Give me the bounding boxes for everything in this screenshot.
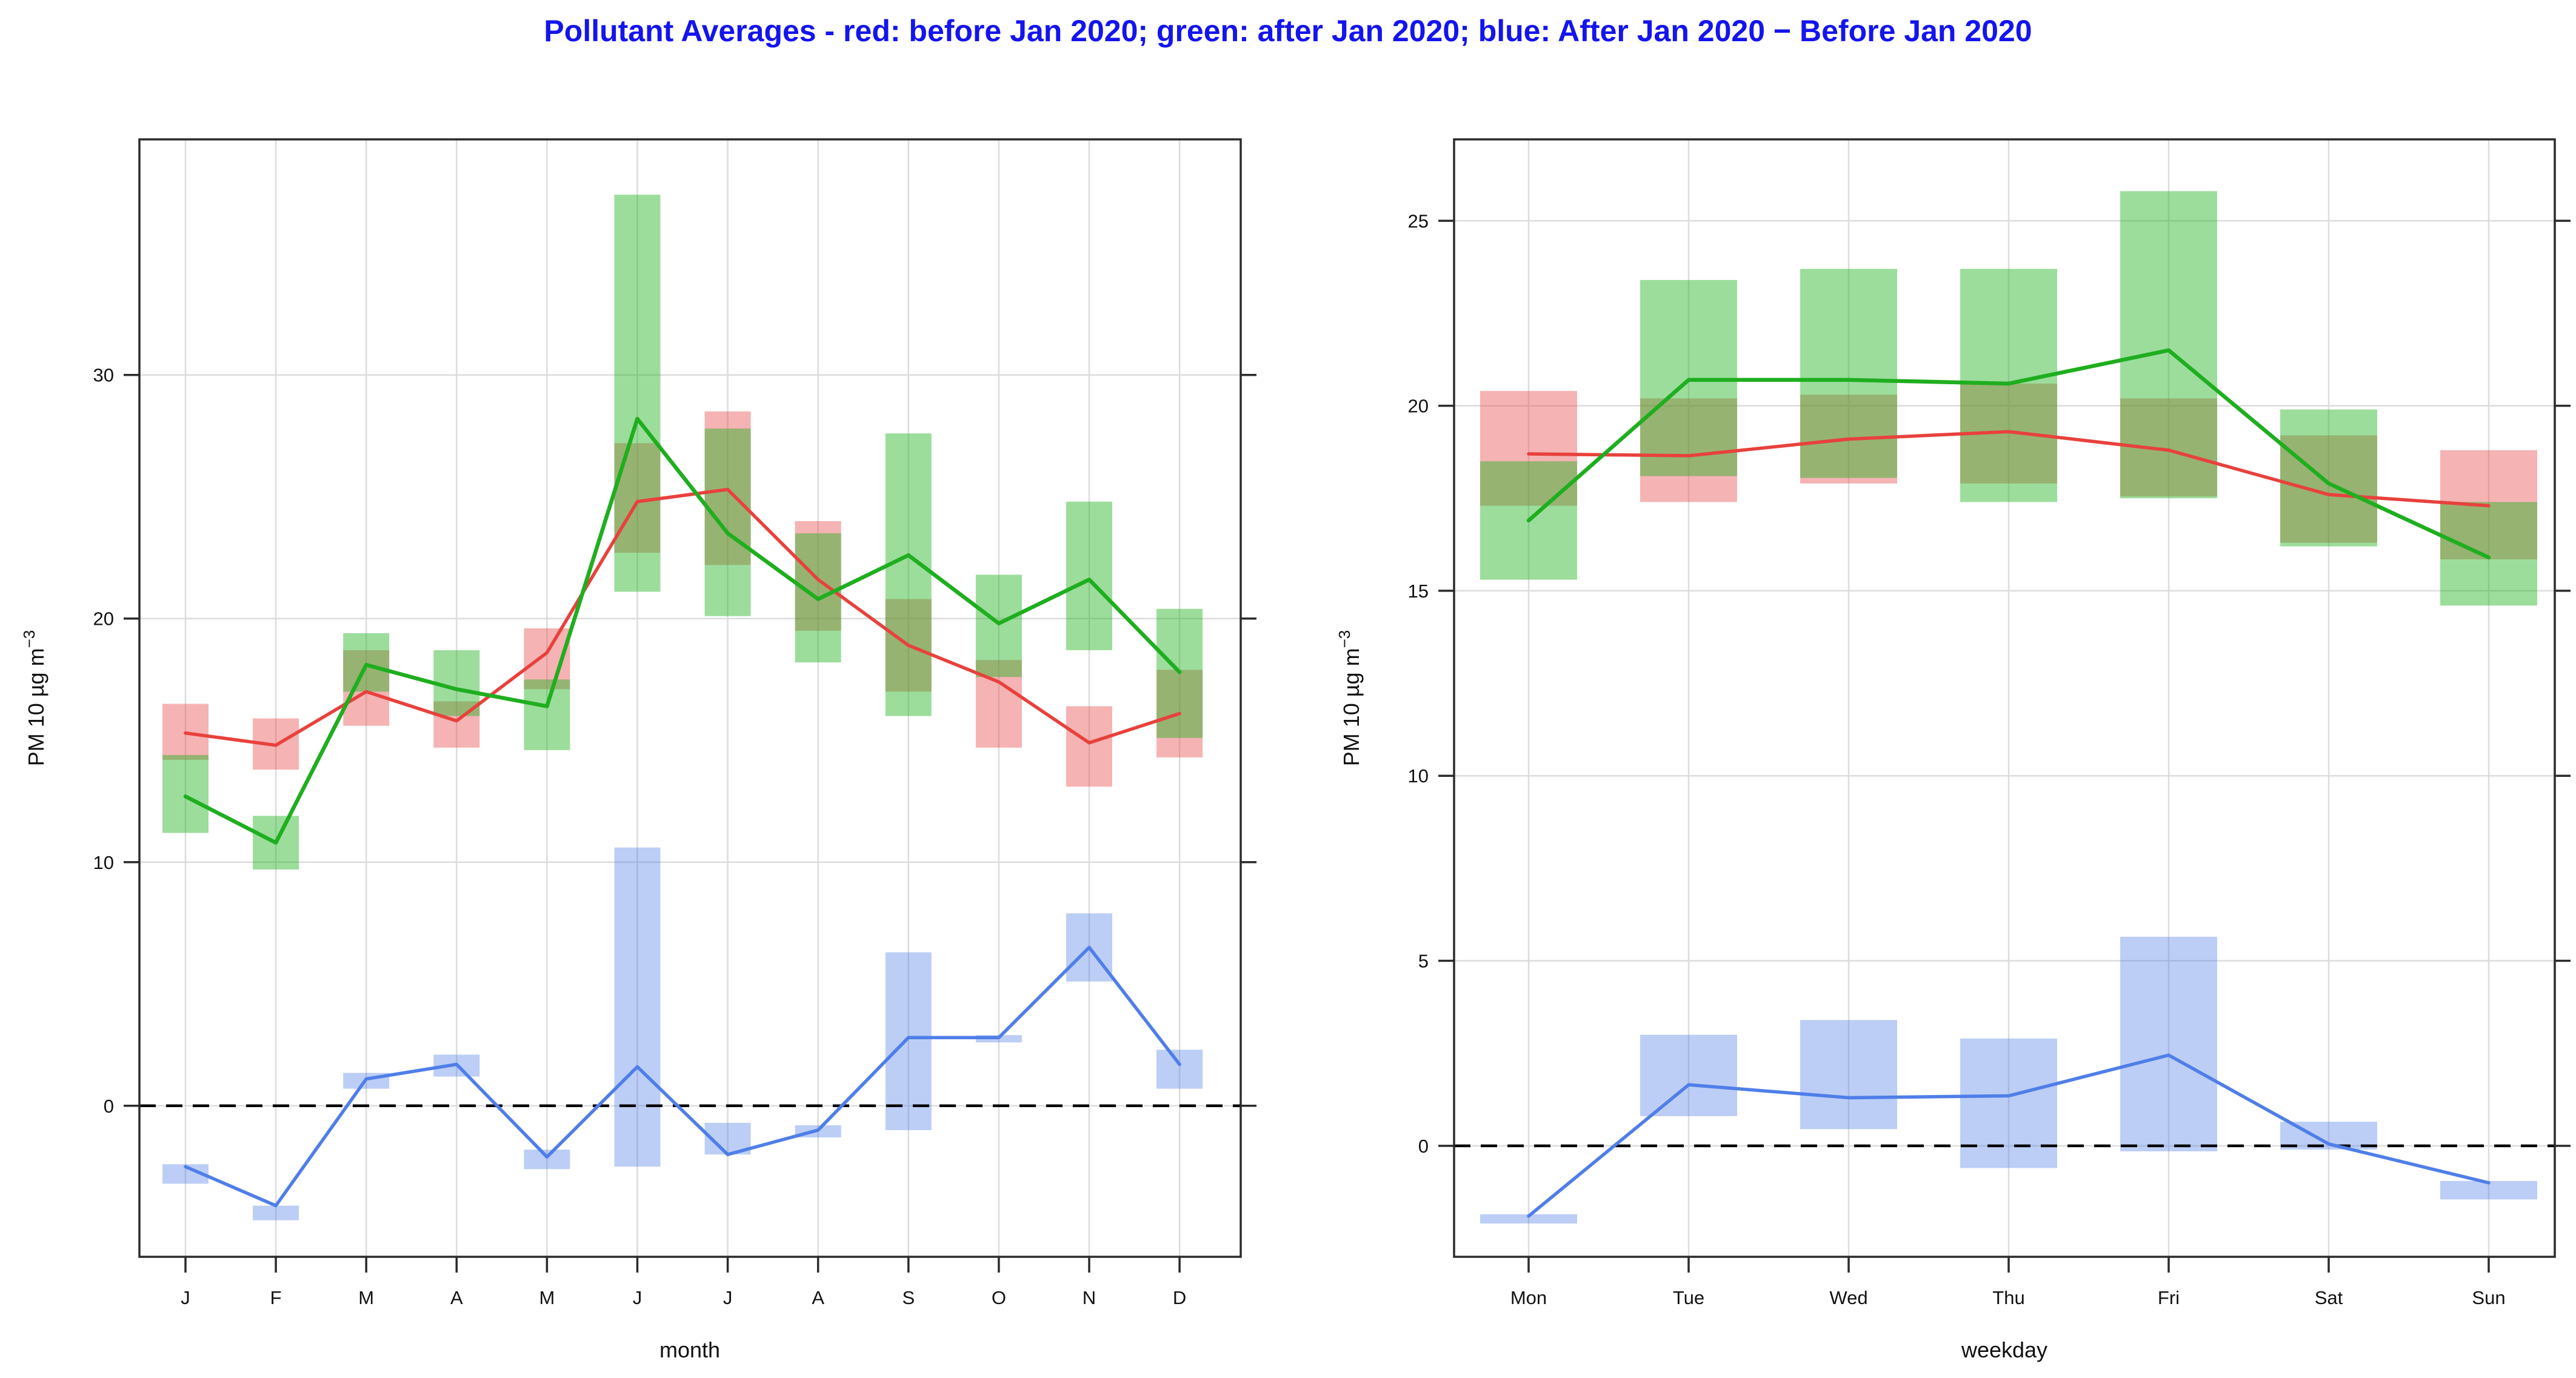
y-tick-label: 30	[93, 365, 114, 386]
x-tick-label: N	[1083, 1287, 1096, 1308]
y-tick-label: 15	[1408, 581, 1429, 602]
band-rect-green	[704, 428, 751, 616]
band-rect-blue	[1640, 1034, 1737, 1116]
band-rect-green	[614, 195, 661, 592]
x-tick-label: J	[181, 1287, 190, 1308]
band-rect-green	[975, 574, 1022, 677]
series-line-green	[1526, 348, 2491, 560]
plot-background	[1454, 139, 2555, 1257]
x-tick-label: Tue	[1673, 1287, 1704, 1308]
band-rect-red	[795, 521, 841, 631]
series-line-blue	[1527, 1053, 2491, 1218]
figure-title: Pollutant Averages - red: before Jan 202…	[544, 14, 2032, 48]
band-rect-green	[162, 754, 209, 833]
band-rect-blue	[1156, 1050, 1203, 1089]
y-axis-label: PM 10 µg m−3	[1335, 630, 1364, 766]
band-rect-green	[2440, 502, 2537, 606]
y-axis-label: PM 10 µg m−3	[20, 630, 48, 766]
band-rect-red	[343, 650, 390, 726]
y-tick-label: 10	[93, 852, 114, 873]
band-rect-red	[1480, 391, 1577, 506]
band-rect-green	[2120, 191, 2217, 499]
x-tick-label: Sat	[2315, 1287, 2343, 1308]
band-rect-blue	[1480, 1214, 1577, 1224]
x-tick-label: Sun	[2472, 1287, 2505, 1308]
y-tick-label: 0	[104, 1096, 114, 1117]
y-tick-label: 0	[1418, 1136, 1429, 1157]
x-tick-label: Mon	[1510, 1287, 1547, 1308]
series-line-blue	[184, 945, 1181, 1208]
x-axis-label: weekday	[1961, 1337, 2047, 1362]
band-rect-blue	[1800, 1020, 1897, 1130]
band-rect-green	[1066, 501, 1112, 651]
x-tick-label: J	[633, 1287, 642, 1308]
x-tick-label: M	[539, 1287, 555, 1308]
series-line-green	[183, 416, 1182, 845]
x-tick-label: Thu	[1992, 1287, 2024, 1308]
y-tick-label: 20	[93, 608, 114, 630]
x-tick-label: A	[450, 1287, 463, 1308]
x-axis-label: month	[659, 1337, 720, 1362]
series-line-red	[1527, 430, 2491, 508]
band-rect-green	[343, 633, 390, 692]
band-rect-green	[524, 679, 570, 750]
plot-border	[138, 138, 1242, 1258]
plot-background	[139, 139, 1241, 1257]
x-tick-label: Fri	[2158, 1287, 2180, 1308]
band-rect-blue	[524, 1150, 570, 1170]
x-tick-label: F	[270, 1287, 282, 1308]
band-rect-blue	[253, 1205, 299, 1220]
y-tick-label: 10	[1408, 765, 1429, 787]
band-rect-green	[885, 433, 932, 716]
band-rect-blue	[1960, 1038, 2057, 1168]
band-rect-green	[1800, 268, 1897, 478]
y-tick-label: 25	[1408, 210, 1429, 231]
band-rect-blue	[885, 952, 932, 1130]
chart-panel-weekday: 0 5 10 15 20 25 Mon Tue Wed Thu Fri Sat Sun weekday PM…	[1335, 138, 2571, 1362]
x-tick-label: Wed	[1829, 1287, 1867, 1308]
band-rect-red	[1640, 398, 1737, 502]
x-tick-label: D	[1173, 1287, 1186, 1308]
series-line-red	[184, 487, 1181, 747]
x-tick-label: A	[812, 1287, 824, 1308]
band-rect-green	[2280, 409, 2377, 547]
band-rect-red	[2280, 435, 2377, 543]
band-rect-blue	[2120, 936, 2217, 1151]
plot-border	[1453, 138, 2556, 1258]
band-rect-blue	[614, 847, 661, 1167]
x-tick-label: J	[723, 1287, 733, 1308]
x-tick-label: S	[902, 1287, 915, 1308]
band-rect-red	[1066, 706, 1112, 787]
x-tick-label: O	[992, 1287, 1006, 1308]
y-tick-label: 5	[1418, 951, 1429, 972]
x-tick-label: M	[358, 1287, 374, 1308]
y-tick-label: 20	[1408, 396, 1429, 417]
